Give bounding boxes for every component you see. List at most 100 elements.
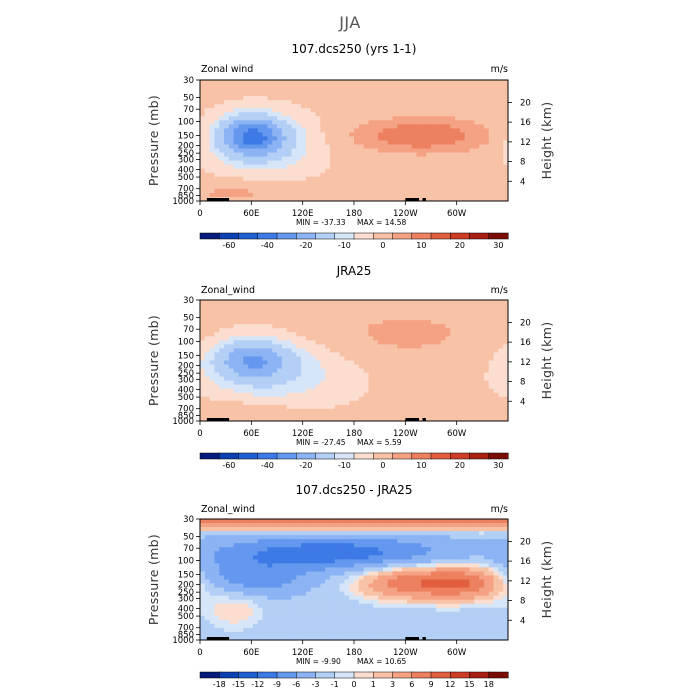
heatmap-cell	[204, 124, 211, 129]
heatmap-cell	[387, 324, 393, 329]
heatmap-cell	[431, 144, 437, 149]
heatmap-cell	[315, 412, 321, 418]
heatmap-cell	[498, 543, 504, 548]
heatmap-cell	[373, 300, 379, 305]
heatmap-cell	[397, 408, 403, 414]
heatmap-cell	[344, 84, 350, 89]
heatmap-cell	[219, 164, 225, 170]
heatmap-cell	[354, 547, 360, 552]
heatmap-cell	[325, 312, 331, 317]
heatmap-cell	[334, 128, 340, 133]
heatmap-cell	[426, 527, 432, 532]
heatmap-cell	[334, 404, 340, 410]
heatmap-cell	[214, 172, 220, 178]
heatmap-cell	[479, 136, 485, 141]
heatmap-cell	[349, 519, 355, 524]
heatmap-cell	[363, 128, 369, 133]
heatmap-cell	[426, 348, 432, 353]
heatmap-cell	[325, 108, 331, 113]
heatmap-cell	[363, 559, 369, 564]
heatmap-cell	[233, 404, 239, 410]
heatmap-cell	[373, 112, 379, 117]
heatmap-cell	[503, 320, 509, 325]
heatmap-cell	[252, 140, 259, 145]
heatmap-cell	[320, 96, 326, 101]
heatmap-cell	[464, 356, 470, 361]
heatmap-cell	[204, 408, 211, 414]
heatmap-cell	[411, 523, 417, 528]
heatmap-cell	[233, 336, 239, 341]
heatmap-cell	[392, 408, 398, 414]
heatmap-cell	[344, 80, 350, 85]
heatmap-cell	[224, 523, 230, 528]
heatmap-cell	[450, 312, 456, 317]
heatmap-cell	[387, 567, 393, 572]
heatmap-cell	[469, 571, 475, 576]
heatmap-cell	[301, 388, 307, 394]
heatmap-cell	[329, 523, 336, 528]
heatmap-cell	[200, 324, 206, 329]
heatmap-cell	[238, 168, 244, 174]
heatmap-cell	[445, 408, 451, 414]
heatmap-cell	[378, 567, 384, 572]
heatmap-cell	[301, 412, 307, 418]
heatmap-cell	[426, 120, 432, 125]
heatmap-cell	[416, 408, 422, 414]
heatmap-cell	[248, 152, 254, 158]
heatmap-cell	[219, 108, 225, 113]
heatmap-cell	[238, 316, 244, 321]
heatmap-cell	[214, 336, 220, 341]
heatmap-cell	[252, 575, 259, 580]
heatmap-cell	[200, 156, 206, 162]
heatmap-cell	[459, 563, 466, 568]
heatmap-cell	[262, 92, 268, 97]
heatmap-cell	[421, 100, 427, 105]
heatmap-cell	[243, 104, 249, 109]
heatmap-cell	[474, 563, 480, 568]
heatmap-cell	[455, 136, 461, 141]
heatmap-cell	[416, 336, 422, 341]
heatmap-cell	[219, 188, 225, 194]
heatmap-cell	[291, 88, 297, 93]
heatmap-cell	[301, 372, 307, 378]
heatmap-cell	[483, 380, 490, 386]
heatmap-cell	[228, 340, 235, 345]
heatmap-cell	[387, 531, 393, 536]
heatmap-cell	[382, 416, 389, 422]
heatmap-cell	[426, 96, 432, 101]
heatmap-cell	[219, 531, 225, 536]
heatmap-cell	[243, 100, 249, 105]
heatmap-cell	[450, 392, 456, 398]
heatmap-cell	[296, 348, 302, 353]
heatmap-cell	[325, 116, 331, 121]
heatmap-cell	[228, 84, 235, 89]
heatmap-cell	[277, 144, 283, 149]
heatmap-cell	[267, 188, 273, 194]
heatmap-cell	[440, 184, 446, 190]
heatmap-cell	[267, 140, 273, 145]
heatmap-cell	[402, 539, 408, 544]
heatmap-cell	[479, 559, 485, 564]
heatmap-cell	[421, 132, 427, 137]
heatmap-cell	[315, 404, 321, 410]
heatmap-cell	[281, 104, 288, 109]
heatmap-cell	[416, 192, 422, 198]
heatmap-cell	[421, 340, 427, 345]
heatmap-cell	[435, 328, 442, 333]
heatmap-cell	[219, 312, 225, 317]
heatmap-cell	[281, 164, 288, 170]
y-tick-label: 850	[178, 191, 194, 201]
heatmap-cell	[469, 543, 475, 548]
heatmap-cell	[267, 164, 273, 170]
heatmap-cell	[301, 100, 307, 105]
heatmap-cell	[233, 196, 239, 202]
heatmap-cell	[382, 372, 389, 378]
heatmap-cell	[469, 368, 475, 373]
heatmap-cell	[474, 308, 480, 313]
heatmap-cell	[243, 340, 249, 345]
heatmap-cell	[248, 96, 254, 101]
heatmap-cell	[200, 92, 206, 97]
heatmap-cell	[200, 563, 206, 568]
heatmap-cell	[243, 140, 249, 145]
heatmap-cell	[339, 416, 345, 422]
